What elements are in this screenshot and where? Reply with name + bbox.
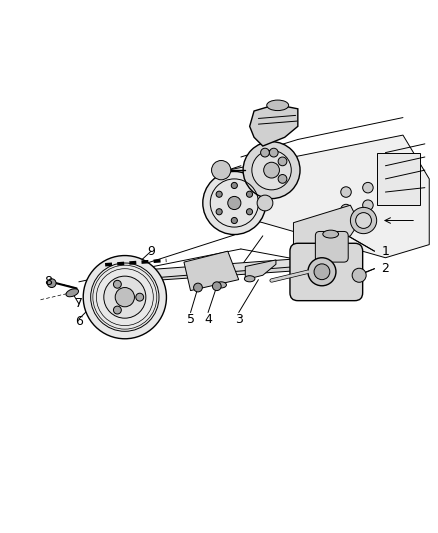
- Circle shape: [231, 182, 237, 189]
- Text: 3: 3: [235, 312, 243, 326]
- FancyBboxPatch shape: [315, 231, 348, 262]
- Circle shape: [216, 191, 222, 197]
- Circle shape: [247, 209, 253, 215]
- Circle shape: [363, 182, 373, 193]
- Circle shape: [247, 191, 253, 197]
- Circle shape: [47, 279, 56, 287]
- Circle shape: [216, 209, 222, 215]
- FancyBboxPatch shape: [377, 152, 420, 205]
- Text: 9: 9: [147, 245, 155, 257]
- Circle shape: [341, 187, 351, 197]
- Circle shape: [115, 287, 134, 307]
- Circle shape: [308, 258, 336, 286]
- Ellipse shape: [244, 276, 255, 282]
- Circle shape: [252, 150, 291, 190]
- Circle shape: [264, 162, 279, 178]
- FancyBboxPatch shape: [290, 243, 363, 301]
- Polygon shape: [228, 135, 429, 258]
- Circle shape: [341, 204, 351, 215]
- Circle shape: [356, 213, 371, 229]
- Text: 4: 4: [204, 312, 212, 326]
- Polygon shape: [293, 205, 359, 253]
- Text: 5: 5: [187, 312, 194, 326]
- Circle shape: [113, 306, 121, 314]
- Circle shape: [243, 142, 300, 199]
- Circle shape: [83, 255, 166, 339]
- Polygon shape: [245, 260, 276, 280]
- Circle shape: [136, 293, 144, 301]
- Ellipse shape: [216, 282, 226, 288]
- Circle shape: [261, 148, 269, 157]
- Polygon shape: [250, 104, 298, 146]
- Circle shape: [257, 195, 273, 211]
- Circle shape: [278, 157, 287, 166]
- Polygon shape: [184, 251, 239, 290]
- Circle shape: [203, 172, 266, 235]
- Circle shape: [278, 174, 287, 183]
- Circle shape: [212, 160, 231, 180]
- Circle shape: [104, 276, 146, 318]
- Circle shape: [269, 148, 278, 157]
- Circle shape: [212, 282, 221, 290]
- Text: 1: 1: [381, 245, 389, 257]
- Circle shape: [350, 207, 377, 233]
- Circle shape: [352, 268, 366, 282]
- Ellipse shape: [66, 289, 78, 297]
- Ellipse shape: [267, 100, 289, 110]
- Text: 7: 7: [75, 297, 83, 310]
- Circle shape: [314, 264, 330, 280]
- Text: 6: 6: [75, 315, 83, 328]
- Text: 2: 2: [381, 262, 389, 275]
- Circle shape: [363, 200, 373, 211]
- Circle shape: [194, 283, 202, 292]
- Polygon shape: [131, 255, 342, 280]
- Circle shape: [113, 280, 121, 288]
- Text: 8: 8: [44, 276, 52, 288]
- Circle shape: [228, 197, 241, 209]
- Polygon shape: [101, 258, 359, 284]
- Ellipse shape: [323, 230, 339, 238]
- Circle shape: [231, 217, 237, 223]
